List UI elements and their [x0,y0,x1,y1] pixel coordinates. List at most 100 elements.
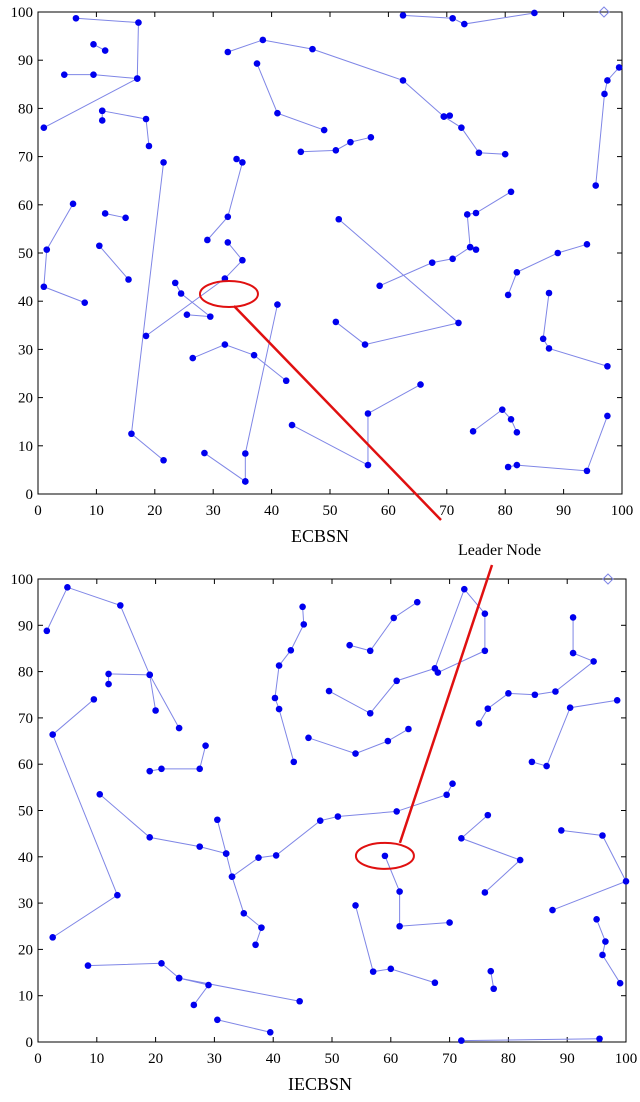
node [275,662,283,669]
node [487,967,495,975]
node [613,697,621,704]
node [239,256,246,264]
node [101,47,109,54]
node [384,737,392,745]
node [239,159,246,166]
node [175,974,183,982]
y-tick-label: 20 [18,942,33,958]
node [90,71,97,78]
edge [596,919,621,984]
node [105,670,112,678]
edge [335,218,460,346]
x-tick-label: 100 [611,503,634,519]
node [190,1001,198,1009]
y-tick-label: 40 [18,850,33,866]
edge [99,783,453,878]
node [366,647,374,655]
node [405,725,412,733]
edge [98,245,129,280]
node [558,827,565,834]
node [583,467,591,475]
node [569,614,577,621]
node [590,658,597,665]
node [417,381,424,388]
node [616,979,624,987]
node [316,817,324,824]
node [272,852,280,859]
edge [217,1019,271,1033]
edge [542,292,608,367]
edge [149,745,207,772]
y-tick-label: 70 [18,711,33,727]
node [396,888,403,895]
edge [64,74,138,80]
node [146,767,154,775]
node [275,705,283,713]
node [481,610,489,618]
node [543,762,550,770]
edge [46,586,157,711]
node [152,707,159,714]
node [446,112,454,119]
node [446,919,453,926]
x-tick-label: 0 [34,1051,42,1067]
plot-frame [37,578,627,1043]
node [135,19,142,26]
node [242,450,249,457]
edge [192,344,287,382]
node [461,585,468,593]
edge [552,829,627,911]
node [332,318,340,326]
node [201,449,208,457]
node [171,279,179,287]
node [142,332,150,340]
node [399,12,407,19]
node [133,75,141,82]
edge [349,601,418,652]
node [325,687,333,695]
node [204,236,211,244]
node [413,598,421,606]
node [364,410,372,417]
node [352,750,359,757]
node [240,909,248,917]
node [513,429,521,436]
node [475,149,483,157]
node [142,115,150,123]
annotation-pointer [233,305,442,521]
edge [87,962,300,1002]
x-tick-label: 40 [264,503,279,519]
node [552,688,559,695]
node [458,834,465,842]
edge [244,304,278,482]
node [352,902,359,909]
node [98,107,106,115]
node [296,997,303,1005]
node [602,938,609,945]
node [114,891,121,899]
edge [508,415,608,472]
node [255,854,262,862]
y-tick-label: 60 [18,198,33,214]
node [202,742,209,749]
x-tick-label: 0 [34,503,42,519]
edge [461,1038,600,1042]
node [158,765,165,773]
node [90,40,97,48]
node [160,456,167,464]
node [297,148,305,156]
edge [402,12,535,25]
node [287,647,295,654]
node [49,934,56,941]
node [145,142,153,150]
node [484,811,492,819]
edge [472,408,518,433]
node [49,731,56,738]
y-tick-label: 80 [18,665,33,681]
node [554,249,562,257]
node [501,150,509,158]
node [376,282,383,290]
node [601,90,608,98]
y-tick-label: 0 [26,487,34,503]
node [599,951,606,959]
